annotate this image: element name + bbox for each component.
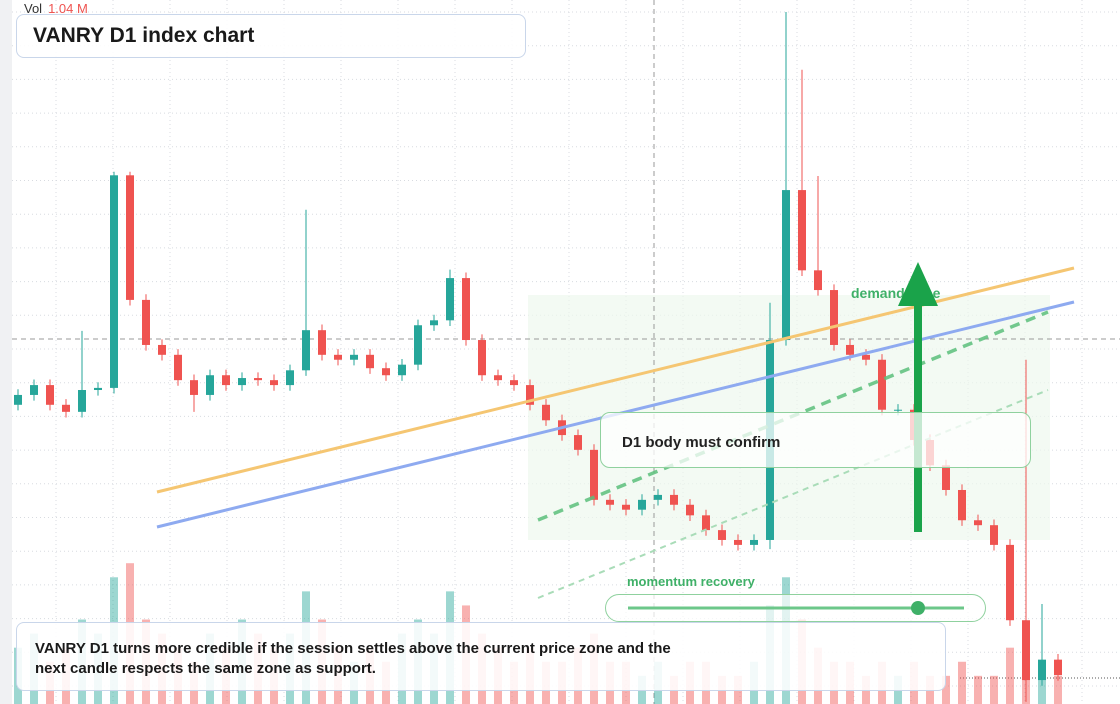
volume-bar: [1006, 647, 1014, 704]
candle-body: [14, 394, 22, 405]
candle-body: [574, 435, 582, 450]
candle-body: [638, 499, 646, 510]
vol-value: 1.04 M: [48, 1, 88, 16]
candle-body: [142, 299, 150, 345]
candle-body: [702, 515, 710, 531]
candle-body: [78, 390, 86, 412]
candle-body: [670, 494, 678, 505]
chart-title: VANRY D1 index chart: [33, 24, 255, 47]
candle-body: [958, 489, 966, 521]
candle-body: [494, 375, 502, 381]
candle-body: [606, 499, 614, 505]
candle-body: [62, 404, 70, 412]
candle-body: [94, 387, 102, 391]
candle-body: [830, 290, 838, 345]
note-box: VANRY D1 turns more credible if the sess…: [16, 622, 946, 691]
candle-body: [174, 354, 182, 381]
candle-body: [734, 539, 742, 545]
title-box: VANRY D1 index chart: [16, 14, 526, 58]
candle-body: [782, 190, 790, 341]
candle-body: [238, 378, 246, 386]
candle-body: [254, 378, 262, 381]
candle-body: [622, 504, 630, 510]
candle-body: [398, 364, 406, 376]
candle-body: [718, 530, 726, 540]
candle-body: [318, 330, 326, 355]
candle-body: [942, 465, 950, 490]
candle-body: [894, 409, 902, 411]
candle-body: [350, 354, 358, 360]
confirm-label: D1 body must confirm: [622, 434, 781, 451]
candle-body: [126, 175, 134, 300]
volume-bar: [1054, 675, 1062, 704]
candle-body: [478, 340, 486, 376]
candle-body: [1054, 659, 1062, 676]
candle-body: [510, 380, 518, 386]
candle-body: [878, 359, 886, 410]
candle-body: [414, 325, 422, 365]
candle-body: [270, 380, 278, 386]
vol-label: Vol: [24, 1, 43, 16]
channel-line: [537, 389, 1049, 599]
candle-body: [990, 525, 998, 545]
candle-body: [158, 344, 166, 355]
candle-body: [222, 375, 230, 386]
candle-body: [1022, 620, 1030, 681]
candle-body: [590, 449, 598, 500]
volume-bar: [990, 675, 998, 704]
candle-body: [798, 190, 806, 271]
candle-body: [206, 375, 214, 395]
candle-body: [814, 270, 822, 291]
candle-body: [366, 354, 374, 369]
candle-body: [462, 278, 470, 341]
candle-body: [382, 368, 390, 376]
candle-body: [974, 520, 982, 526]
momentum-label: momentum recovery: [627, 574, 755, 589]
candle-body: [1006, 544, 1014, 621]
candle-body: [110, 175, 118, 388]
candle-body: [750, 539, 758, 545]
candle-body: [654, 494, 662, 500]
side-panel: [0, 0, 12, 704]
candle-body: [846, 344, 854, 355]
candle-body: [686, 504, 694, 516]
momentum-slider[interactable]: [605, 594, 986, 622]
slider-track: [628, 601, 964, 615]
confirm-box: D1 body must confirm: [600, 412, 1031, 468]
candle-body: [334, 354, 342, 360]
candle-body: [190, 380, 198, 395]
candle-body: [30, 385, 38, 395]
candle-body: [46, 385, 54, 405]
candle-body: [1038, 659, 1046, 681]
zone-label: demand zone: [851, 285, 941, 301]
candle-body: [302, 330, 310, 371]
note-text: VANRY D1 turns more credible if the sess…: [35, 640, 671, 677]
slider-knob[interactable]: [911, 601, 925, 615]
candle-body: [862, 354, 870, 360]
volume-bar: [958, 661, 966, 704]
volume-bar: [942, 675, 950, 704]
volume-bar: [974, 675, 982, 704]
volume-legend: Vol 1.04 M: [24, 1, 88, 16]
candle-body: [446, 278, 454, 321]
candle-body: [526, 385, 534, 405]
candle-body: [542, 404, 550, 421]
candle-body: [430, 320, 438, 326]
candle-body: [286, 370, 294, 386]
